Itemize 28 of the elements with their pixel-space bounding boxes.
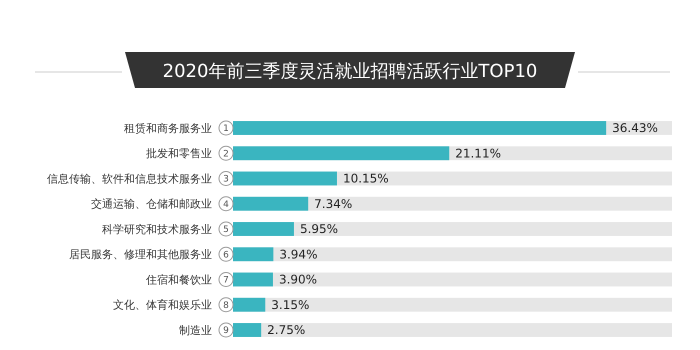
y-tick-label: 住宿和餐饮业 [146,273,212,286]
annotation: 7 [223,276,229,286]
annotation: 1 [223,124,229,134]
annotation: 9 [223,326,230,336]
data-label: 2.75% [267,323,306,338]
y-tick-label: 租赁和商务服务业 [124,122,212,135]
chart-title: 2020年前三季度灵活就业招聘活跃行业TOP10 [162,61,538,82]
annotation: 5 [223,225,229,236]
y-tick-label: 科学研究和技术服务业 [102,222,212,236]
y-tick-label: 批发和零售业 [146,147,212,160]
data-label: 7.34% [314,196,352,211]
data-label: 3.94% [279,247,318,262]
y-tick-label: 制造业 [179,324,212,337]
data-label: 21.11% [455,146,501,160]
y-tick-label: 信息传输、软件和信息技术服务业 [47,172,212,186]
y-tick-label: 居民服务、修理和其他服务业 [69,248,212,262]
data-label: 3.90% [278,272,318,287]
data-label: 36.43% [612,121,658,136]
annotation: 3 [223,174,229,185]
annotation: 6 [223,250,230,260]
y-tick-label: 交通运输、仓储和邮政业 [91,198,212,211]
annotation: 2 [223,149,229,160]
annotation: 4 [223,200,230,210]
data-label: 3.15% [271,298,310,312]
y-tick-label: 文化、体育和娱乐业 [113,298,212,312]
annotation: 8 [223,300,230,311]
data-label: 10.15% [342,172,389,186]
data-label: 5.95% [300,222,338,236]
